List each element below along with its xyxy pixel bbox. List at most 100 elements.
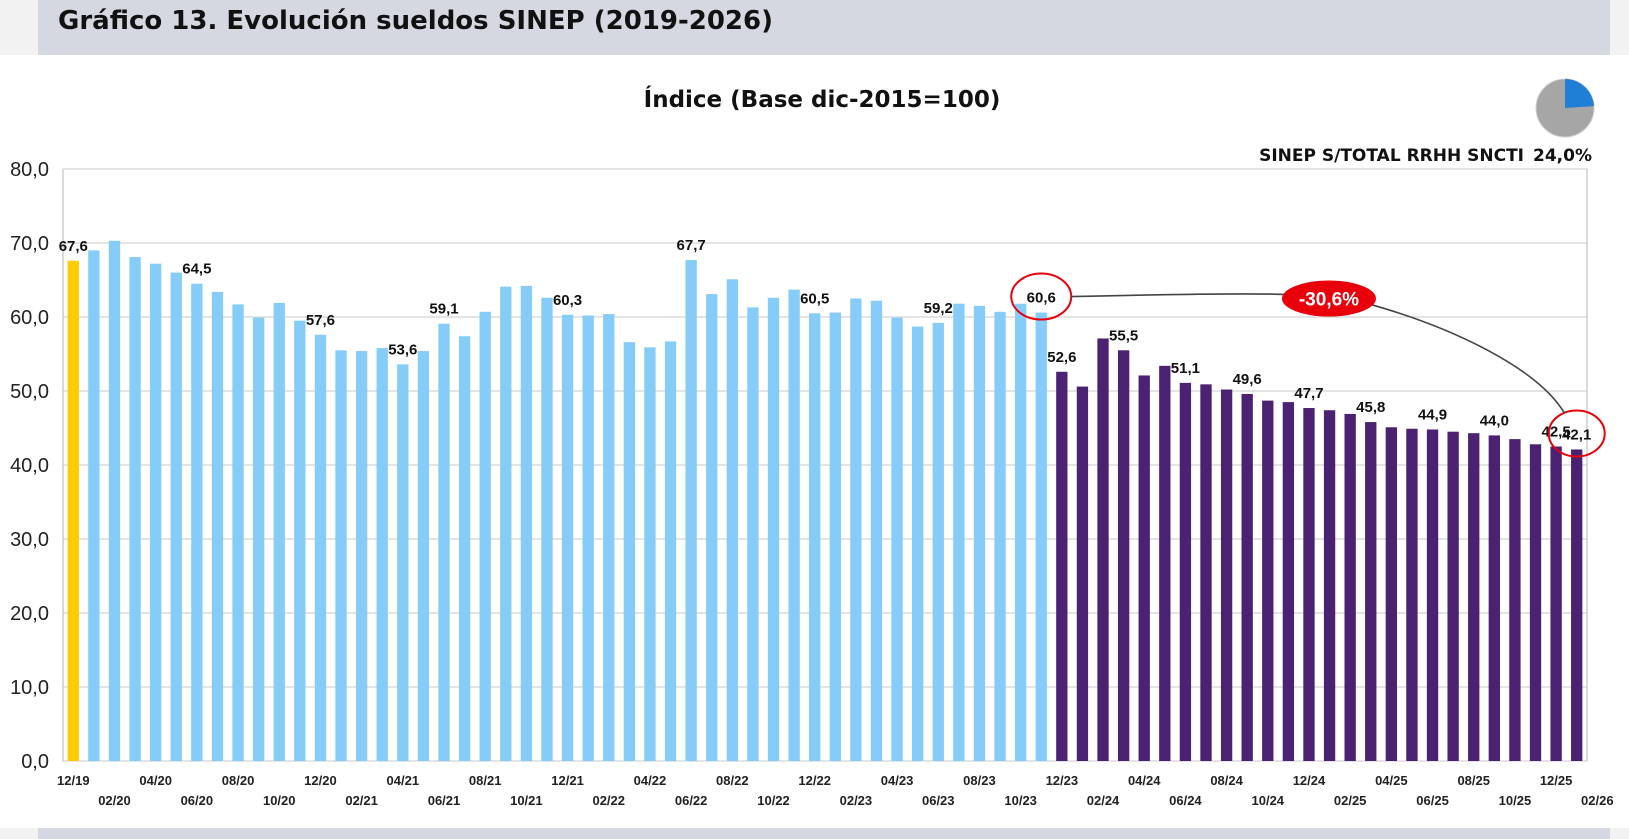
x-tick-label: 02/23 [840, 793, 873, 808]
x-tick-label: 04/24 [1128, 773, 1161, 788]
bar [108, 240, 121, 761]
x-tick-label: 10/20 [263, 793, 296, 808]
bar [1282, 402, 1295, 761]
x-tick-label: 06/22 [675, 793, 708, 808]
bar [1076, 386, 1089, 761]
data-label: 53,6 [388, 341, 417, 358]
bar [953, 303, 965, 761]
bar [1385, 427, 1398, 761]
bar [355, 351, 368, 761]
x-tick-label: 04/25 [1375, 773, 1408, 788]
y-tick-label: 30,0 [10, 529, 49, 551]
x-tick-label: 02/25 [1334, 793, 1367, 808]
bar [1241, 393, 1253, 761]
data-label: 60,3 [553, 292, 582, 309]
bar [500, 286, 512, 761]
data-label: 67,7 [677, 237, 706, 254]
bar [1117, 350, 1130, 761]
x-tick-label: 06/21 [428, 793, 461, 808]
bar [1200, 384, 1212, 761]
bar [1138, 375, 1150, 761]
bar [603, 314, 615, 761]
x-tick-label: 08/20 [222, 773, 255, 788]
data-label: 42,1 [1562, 426, 1591, 443]
bar [252, 317, 265, 761]
data-label: 51,1 [1171, 360, 1200, 377]
bar [932, 322, 944, 761]
bar [1179, 382, 1192, 761]
bar [788, 289, 800, 761]
bar [623, 342, 636, 761]
x-tick-label: 02/24 [1087, 793, 1120, 808]
bar [809, 313, 821, 761]
bar [1406, 428, 1418, 761]
x-tick-label: 06/25 [1416, 793, 1449, 808]
bar [150, 263, 162, 761]
data-label: 64,5 [182, 261, 211, 278]
bar [829, 312, 841, 761]
bar [767, 297, 780, 761]
x-tick-label: 02/22 [592, 793, 625, 808]
bar [458, 336, 471, 761]
y-tick-label: 70,0 [10, 233, 49, 255]
x-tick-label: 12/24 [1293, 773, 1326, 788]
data-label: 47,7 [1294, 385, 1323, 402]
y-tick-label: 20,0 [10, 603, 49, 625]
bar [438, 323, 450, 761]
bar [211, 291, 224, 761]
x-tick-label: 04/23 [881, 773, 914, 788]
bar [232, 304, 244, 761]
bar [1056, 371, 1068, 761]
bar [170, 272, 182, 761]
bar [1426, 429, 1439, 761]
change-badge [1281, 280, 1376, 317]
bar [870, 300, 883, 761]
bar [912, 326, 924, 761]
bar [541, 297, 553, 761]
x-tick-label: 12/19 [57, 773, 90, 788]
bar [335, 350, 347, 761]
x-tick-label: 12/23 [1046, 773, 1079, 788]
bars [67, 240, 1583, 761]
pie-slice [1565, 79, 1594, 108]
x-tick-label: 06/24 [1169, 793, 1202, 808]
bar [664, 341, 677, 761]
bar [129, 257, 141, 761]
bar [1571, 449, 1583, 761]
x-tick-label: 10/22 [757, 793, 790, 808]
footer-bar [38, 828, 1610, 839]
bar [1529, 444, 1542, 761]
bar [973, 305, 986, 761]
data-label: 55,5 [1109, 327, 1138, 344]
bar [417, 351, 430, 761]
bar [1509, 439, 1521, 761]
y-tick-label: 50,0 [10, 381, 49, 403]
data-label: 60,5 [800, 290, 829, 307]
share-pie-icon [1535, 78, 1595, 138]
bar [397, 364, 409, 761]
bar [479, 311, 491, 761]
data-label: 67,6 [59, 238, 88, 255]
chart-header-title: Gráfico 13. Evolución sueldos SINEP (201… [58, 6, 773, 36]
bar [644, 347, 656, 761]
y-axis: 0,0 10,0 20,0 30,0 40,0 50,0 60,0 70,0 80,0 [10, 159, 49, 773]
x-tick-label: 08/22 [716, 773, 749, 788]
bar [314, 334, 327, 761]
bar [1159, 365, 1171, 761]
x-tick-label: 10/24 [1252, 793, 1285, 808]
bar [561, 314, 574, 761]
x-tick-label: 10/25 [1499, 793, 1532, 808]
x-tick-label: 02/21 [345, 793, 378, 808]
bar [191, 283, 203, 761]
bar [1262, 400, 1274, 761]
bar [67, 260, 79, 761]
bar [1323, 410, 1336, 761]
bar [685, 260, 697, 761]
bar [850, 298, 862, 761]
bar [1488, 435, 1500, 761]
y-tick-label: 0,0 [21, 751, 49, 773]
bar [1344, 413, 1356, 761]
x-tick-label: 12/25 [1540, 773, 1573, 788]
x-tick-label: 08/24 [1210, 773, 1243, 788]
